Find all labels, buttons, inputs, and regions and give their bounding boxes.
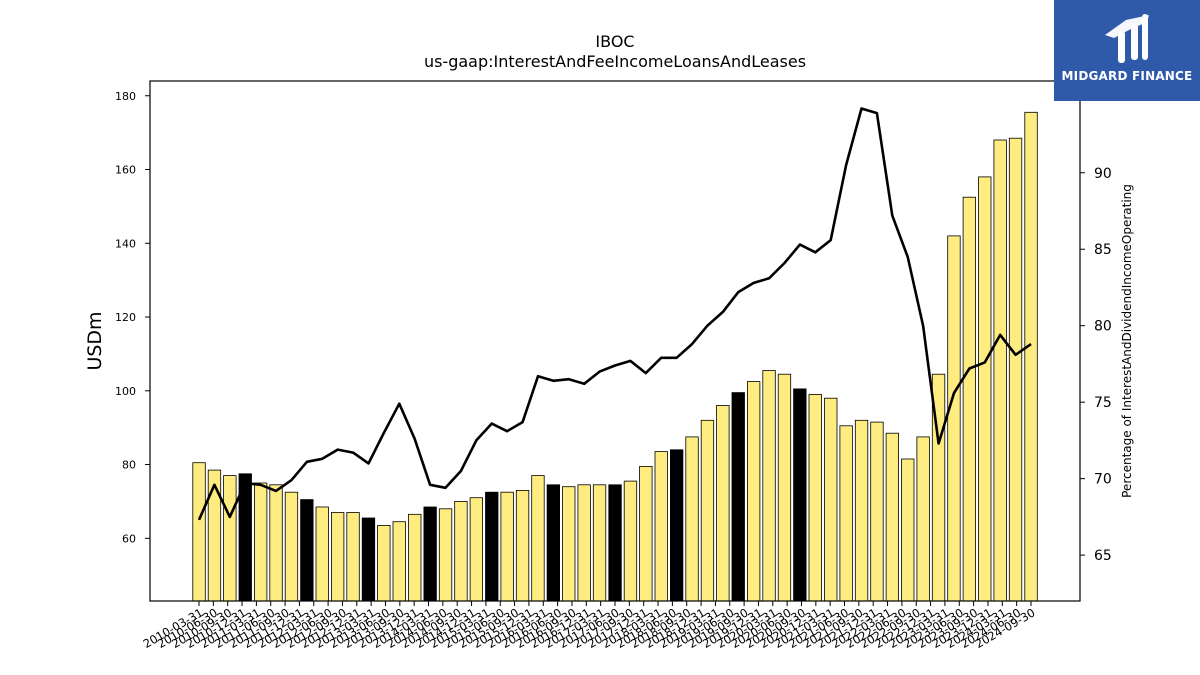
- bar-2014-09-30: [469, 497, 484, 602]
- bar-2012-12-31: [361, 517, 376, 602]
- y2-tick-label: 65: [1094, 548, 1112, 564]
- y-tick-label: 160: [115, 164, 136, 177]
- bar-2016-06-30: [577, 484, 591, 602]
- bar-2016-12-31: [608, 484, 622, 602]
- bar-2018-06-30: [700, 419, 715, 602]
- y-tick-label: 180: [115, 90, 136, 103]
- bar-2014-06-30: [454, 500, 468, 602]
- bar-2023-09-30: [1024, 111, 1038, 602]
- bar-2010-09-30: [223, 475, 237, 602]
- bar-2023-03-31: [993, 139, 1007, 602]
- bar-2017-06-30: [639, 465, 653, 602]
- y2-tick-label: 70: [1094, 472, 1112, 488]
- midgard-logo-icon: [1105, 14, 1149, 63]
- bar-2017-12-31: [670, 449, 684, 602]
- y-tick-label: 60: [122, 532, 136, 545]
- bar-2020-09-30: [839, 425, 853, 602]
- y2-tick-label: 85: [1094, 242, 1112, 258]
- bar-2021-03-31: [870, 421, 884, 602]
- bar-2023-06-30: [1008, 137, 1023, 602]
- chart-title: IBOC: [595, 32, 635, 51]
- chart-subtitle: us-gaap:InterestAndFeeIncomeLoansAndLeas…: [423, 52, 807, 71]
- bar-2010-03-31: [192, 462, 206, 602]
- bar-2021-09-30: [901, 458, 915, 602]
- bar-2010-06-30: [207, 469, 222, 602]
- bar-2018-12-31: [731, 392, 745, 602]
- bar-2022-12-31: [978, 176, 992, 602]
- bar-2017-03-31: [623, 480, 638, 602]
- bar-2019-12-31: [793, 388, 807, 602]
- bar-2020-03-31: [808, 394, 822, 602]
- y2-axis-label: Percentage of InterestAndDividendIncomeO…: [1120, 184, 1134, 498]
- y-tick-label: 100: [115, 385, 136, 398]
- bar-2015-06-30: [515, 489, 530, 602]
- y-axis-label: USDm: [84, 311, 106, 370]
- bar-2016-03-31: [562, 486, 576, 602]
- percentage-line: [197, 107, 1032, 521]
- y2-tick-label: 90: [1094, 166, 1112, 182]
- bar-2019-06-30: [762, 370, 776, 602]
- bar-2015-12-31: [546, 484, 560, 602]
- bar-2020-12-31: [854, 419, 869, 602]
- y2-tick-label: 75: [1094, 395, 1112, 411]
- bar-2019-03-31: [747, 381, 761, 602]
- bar-2013-09-30: [408, 513, 422, 602]
- bar-2022-09-30: [962, 196, 976, 602]
- bar-2021-06-30: [885, 432, 899, 602]
- bar-2014-03-31: [438, 508, 453, 602]
- bar-2012-09-30: [346, 512, 360, 602]
- bar-2013-03-31: [377, 525, 391, 602]
- bar-2011-12-31: [300, 499, 314, 602]
- brand-logo: MIDGARD FINANCE: [1054, 0, 1200, 101]
- brand-name: MIDGARD FINANCE: [1061, 69, 1193, 83]
- bar-2016-09-30: [592, 484, 607, 602]
- bar-2020-06-30: [824, 397, 838, 602]
- bar-2015-03-31: [500, 491, 514, 602]
- bar-2022-06-30: [947, 235, 961, 602]
- bar-2011-03-31: [253, 482, 268, 602]
- bar-2019-09-30: [777, 373, 792, 602]
- y-tick-label: 120: [115, 311, 136, 324]
- bar-2018-03-31: [685, 436, 699, 602]
- y-tick-label: 140: [115, 237, 136, 250]
- bar-2018-09-30: [716, 405, 730, 602]
- bar-2012-06-30: [330, 512, 345, 602]
- y2-tick-label: 80: [1094, 319, 1112, 335]
- y-tick-label: 80: [122, 459, 136, 472]
- bar-2011-09-30: [284, 491, 299, 602]
- bar-2017-09-30: [654, 451, 668, 602]
- bar-2014-12-31: [485, 491, 499, 602]
- bar-2011-06-30: [269, 484, 283, 602]
- bar-2013-12-31: [423, 506, 437, 602]
- bar-2012-03-31: [315, 506, 329, 602]
- bar-2021-12-31: [916, 436, 930, 602]
- bar-2013-06-30: [392, 521, 406, 602]
- bar-2015-09-30: [531, 475, 545, 602]
